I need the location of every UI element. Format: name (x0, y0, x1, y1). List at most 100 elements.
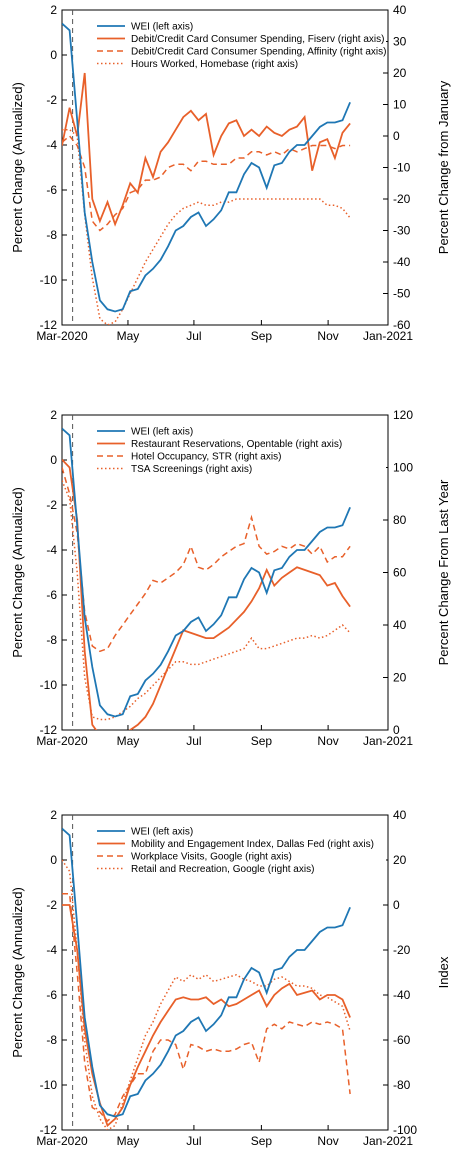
x-tick-label: Mar-2020 (36, 1134, 88, 1148)
right-tick-label: 0 (393, 129, 400, 143)
right-tick-label: 40 (393, 3, 407, 17)
x-tick-label: Sep (251, 1134, 273, 1148)
right-axis-title: Percent Change from January (436, 80, 451, 254)
left-tick-label: 2 (50, 408, 57, 422)
left-tick-label: -12 (40, 318, 58, 332)
right-tick-label: 80 (393, 513, 407, 527)
left-tick-label: -8 (46, 228, 57, 242)
legend-entry: Hours Worked, Homebase (right axis) (131, 59, 298, 70)
right-tick-label: -40 (393, 988, 411, 1002)
legend-entry: Debit/Credit Card Consumer Spending, Fis… (131, 34, 384, 45)
right-tick-label: 40 (393, 808, 407, 822)
series-line (62, 458, 351, 730)
x-tick-label: Jul (186, 734, 201, 748)
left-tick-label: -10 (40, 273, 58, 287)
left-axis-title: Percent Change (Annualized) (10, 82, 25, 253)
right-tick-label: 30 (393, 35, 407, 49)
legend-entry: TSA Screenings (right axis) (131, 464, 252, 475)
legend (95, 823, 386, 877)
x-tick-label: May (117, 1134, 140, 1148)
left-tick-label: -2 (46, 898, 57, 912)
series-line (62, 22, 351, 313)
legend-entry: Hotel Occupancy, STR (right axis) (131, 452, 281, 463)
left-tick-label: -8 (46, 633, 57, 647)
right-tick-label: 20 (393, 66, 407, 80)
x-tick-label: Jan-2021 (363, 329, 413, 343)
right-tick-label: -40 (393, 255, 411, 269)
x-tick-label: Nov (317, 1134, 338, 1148)
left-tick-label: 0 (50, 453, 57, 467)
x-tick-label: Jul (186, 1134, 201, 1148)
x-tick-label: Jan-2021 (363, 1134, 413, 1148)
x-tick-label: Jul (186, 329, 201, 343)
legend-entry: WEI (left axis) (131, 427, 193, 438)
plot-area (61, 814, 389, 1131)
series-line (62, 134, 351, 232)
right-tick-label: 60 (393, 566, 407, 580)
x-tick-label: Jan-2021 (363, 734, 413, 748)
series-line (62, 859, 351, 1130)
left-tick-label: -6 (46, 988, 57, 1002)
legend-entry: Workplace Visits, Google (right axis) (131, 852, 292, 863)
right-tick-label: 0 (393, 723, 400, 737)
left-tick-label: -12 (40, 1123, 58, 1137)
right-tick-label: 20 (393, 853, 407, 867)
legend (95, 18, 386, 72)
x-tick-label: Nov (317, 329, 338, 343)
right-tick-label: -20 (393, 943, 411, 957)
left-tick-label: 0 (50, 48, 57, 62)
x-tick-label: Sep (251, 329, 273, 343)
right-tick-label: 40 (393, 618, 407, 632)
left-tick-label: -12 (40, 723, 58, 737)
right-axis-title: Index (436, 956, 451, 988)
legend-entry: Retail and Recreation, Google (right axi… (131, 864, 314, 875)
x-tick-label: Mar-2020 (36, 329, 88, 343)
left-tick-label: -10 (40, 1078, 58, 1092)
left-tick-label: -4 (46, 943, 57, 957)
left-tick-label: 2 (50, 3, 57, 17)
left-tick-label: -2 (46, 498, 57, 512)
right-tick-label: -80 (393, 1078, 411, 1092)
left-tick-label: 2 (50, 808, 57, 822)
right-tick-label: -10 (393, 161, 411, 175)
right-tick-label: 100 (393, 461, 413, 475)
left-tick-label: -6 (46, 588, 57, 602)
legend (95, 423, 386, 477)
right-tick-label: 120 (393, 408, 413, 422)
legend-entry: Debit/Credit Card Consumer Spending, Aff… (131, 47, 386, 58)
series-line (62, 893, 351, 1123)
legend-entry: Restaurant Reservations, Opentable (righ… (131, 439, 342, 450)
series-line (62, 72, 351, 227)
right-tick-label: 0 (393, 898, 400, 912)
legend-entry: Mobility and Engagement Index, Dallas Fe… (131, 839, 374, 850)
right-tick-label: -60 (393, 318, 411, 332)
legend-entry: WEI (left axis) (131, 22, 193, 33)
series-line (62, 427, 351, 718)
left-tick-label: -10 (40, 678, 58, 692)
left-tick-label: -6 (46, 183, 57, 197)
x-tick-label: Nov (317, 734, 338, 748)
right-tick-label: 10 (393, 98, 407, 112)
series-line (62, 467, 351, 653)
series-line (62, 827, 351, 1118)
left-tick-label: -4 (46, 138, 57, 152)
x-tick-label: May (117, 734, 140, 748)
series-line (62, 904, 351, 1128)
left-tick-label: -8 (46, 1033, 57, 1047)
chart-panel-3: -12-10-8-6-4-202-100-80-60-40-2002040Mar… (10, 808, 451, 1148)
right-tick-label: -20 (393, 192, 411, 206)
left-tick-label: -2 (46, 93, 57, 107)
left-tick-label: 0 (50, 853, 57, 867)
series-line (62, 128, 351, 325)
left-tick-label: -4 (46, 543, 57, 557)
x-tick-label: May (117, 329, 140, 343)
series-line (62, 480, 351, 721)
right-axis-title: Percent Change From Last Year (436, 479, 451, 665)
x-tick-label: Sep (251, 734, 273, 748)
legend-entry: WEI (left axis) (131, 827, 193, 838)
left-axis-title: Percent Change (Annualized) (10, 487, 25, 658)
right-tick-label: -30 (393, 224, 411, 238)
right-tick-label: -50 (393, 287, 411, 301)
